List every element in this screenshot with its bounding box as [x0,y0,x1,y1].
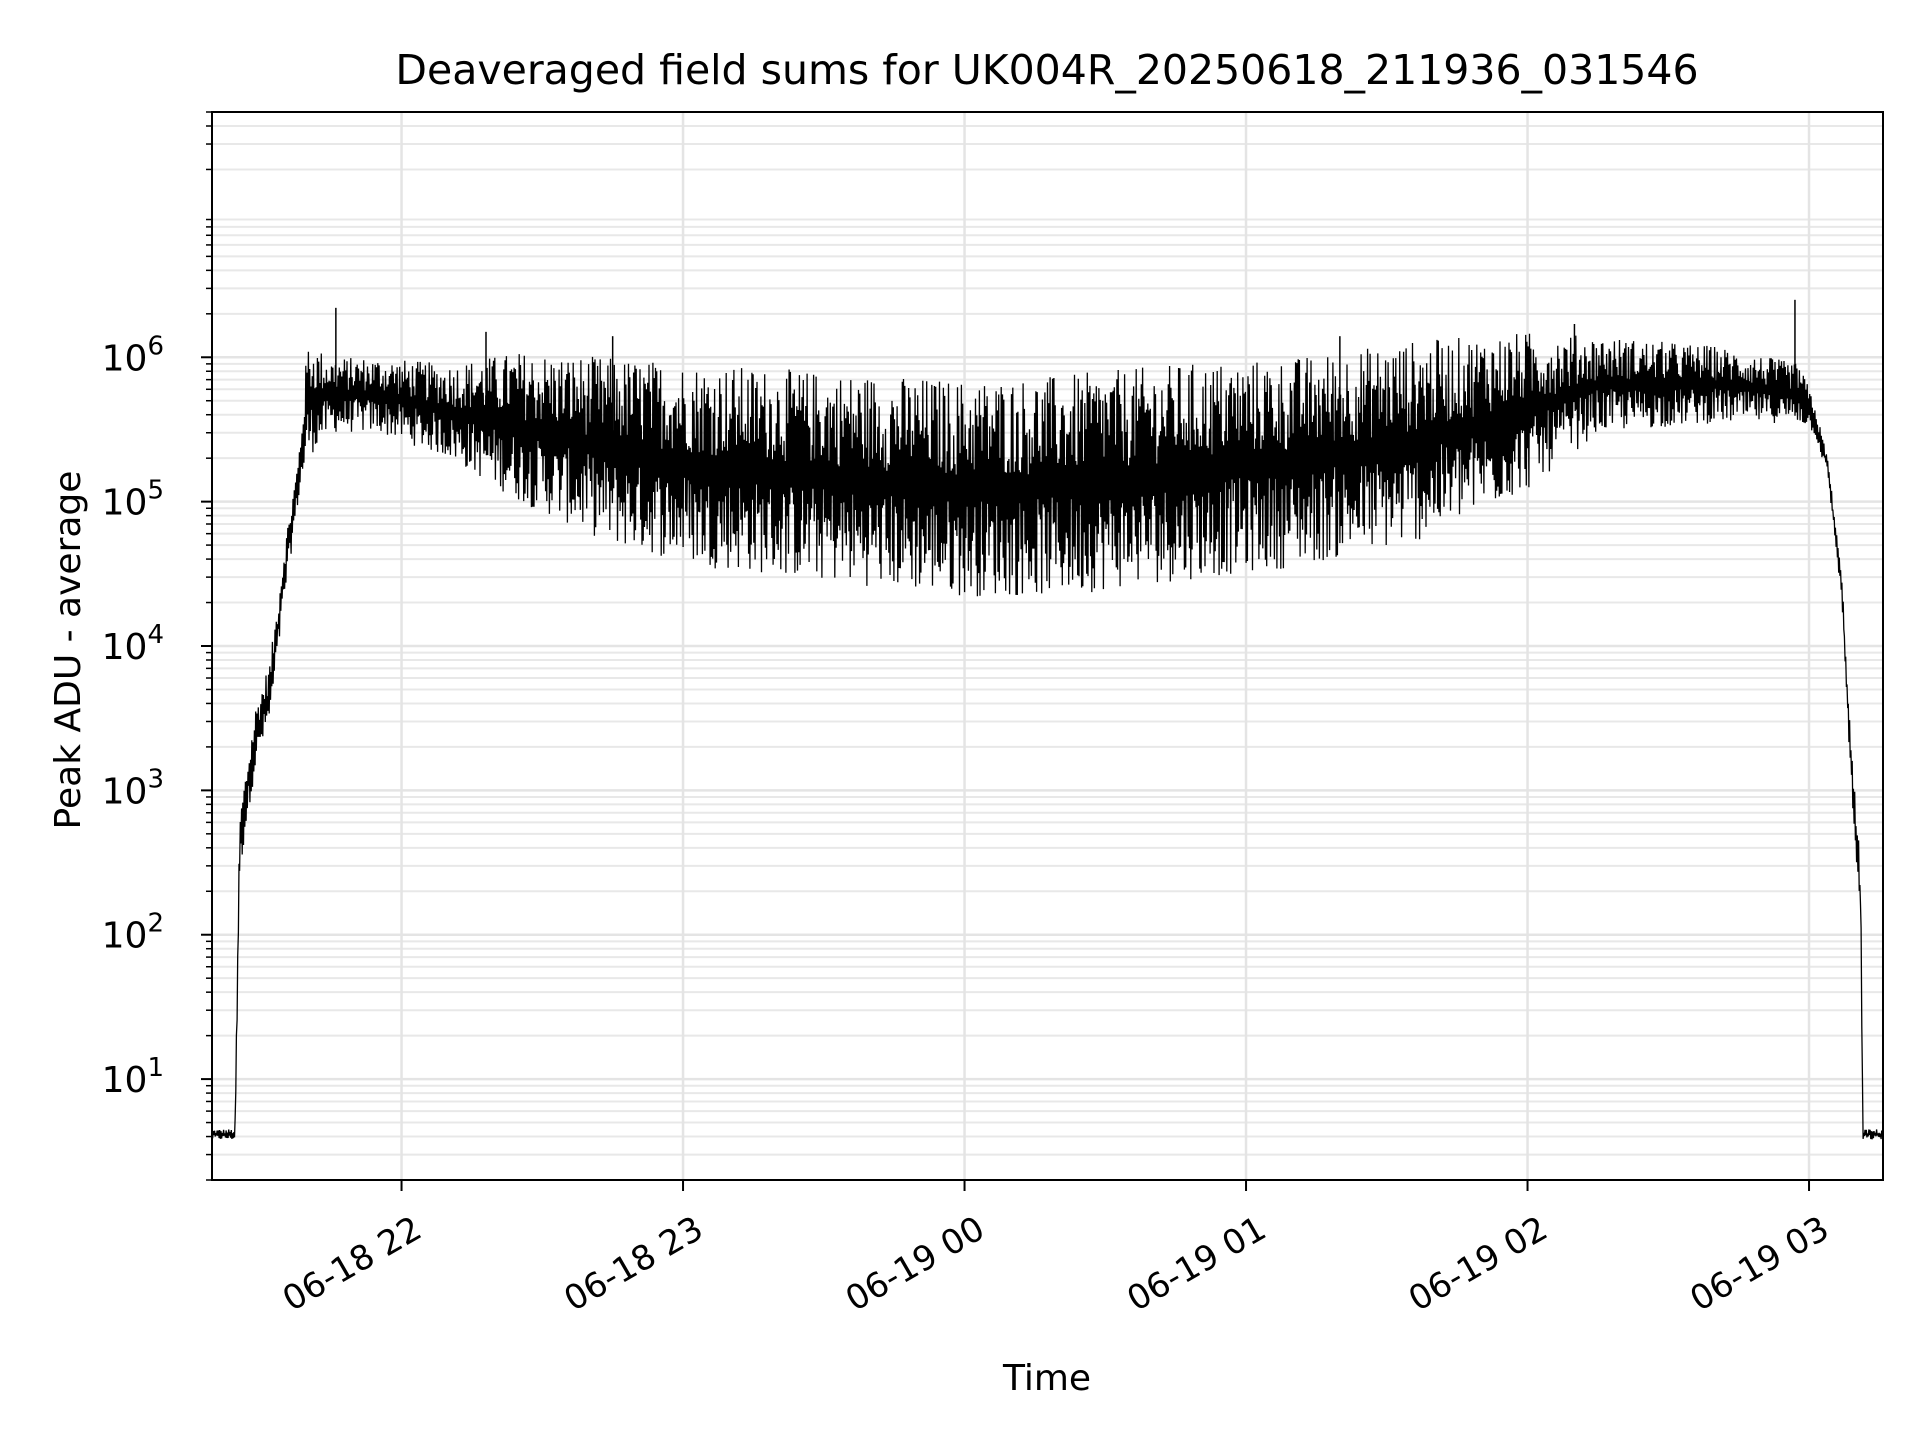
y-axis-label: Peak ADU - average [48,471,89,830]
y-axis-ticks: 101 102 103 104 105 106 [102,111,212,1181]
chart-title: Deaveraged field sums for UK004R_2025061… [395,46,1698,94]
y-tick-label: 102 [102,909,164,957]
y-tick-label: 105 [102,476,164,524]
y-tick-label: 104 [102,620,164,668]
series-line [211,299,1884,1140]
x-axis-label: Time [1002,1358,1091,1399]
major-grid [212,112,1883,1180]
series-trace [211,333,1884,1140]
y-tick-label: 101 [102,1053,164,1101]
y-tick-label: 106 [102,331,164,379]
y-tick-label: 103 [102,764,164,812]
